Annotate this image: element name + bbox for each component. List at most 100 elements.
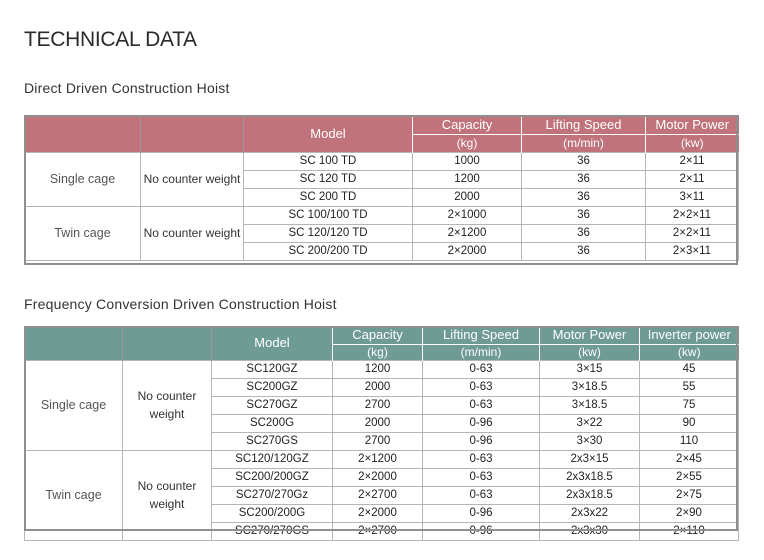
speed-cell: 36 xyxy=(521,187,646,207)
capacity-cell: 1200 xyxy=(412,169,522,189)
power-cell: 3×15 xyxy=(539,359,640,379)
power-cell: 2×3×11 xyxy=(645,241,739,261)
table-row: SC200/200GZ 2×2000 0-63 2x3x18.5 2×55 xyxy=(25,467,739,487)
power-cell: 2x3x18.5 xyxy=(539,467,640,487)
model-cell: SC 120/120 TD xyxy=(243,223,413,243)
table-row: Single cage No counter weight SC 100 TD … xyxy=(24,151,739,207)
header-motor-power: Motor Power xyxy=(645,115,739,134)
counter-weight-label: No counter weight xyxy=(140,151,244,207)
speed-cell: 0-96 xyxy=(422,521,540,541)
table-row: Single cage No counter weight SC120GZ 12… xyxy=(24,359,739,451)
capacity-cell: 2000 xyxy=(332,377,423,397)
capacity-cell: 2×2700 xyxy=(332,485,423,505)
inverter-cell: 55 xyxy=(639,377,739,397)
table-row: SC 120/120 TD 2×1200 36 2×2×11 xyxy=(25,223,739,243)
capacity-cell: 2×1000 xyxy=(412,205,522,225)
speed-cell: 0-63 xyxy=(422,377,540,397)
table-row: SC 200/200 TD 2×2000 36 2×3×11 xyxy=(25,241,739,261)
table-row: SC270GZ 2700 0-63 3×18.5 75 xyxy=(25,395,739,415)
table-row: SC200/200G 2×2000 0-96 2x3x22 2×90 xyxy=(25,503,739,523)
header-lifting-speed-unit: (m/min) xyxy=(422,343,540,360)
power-cell: 2×11 xyxy=(645,169,739,189)
model-cell: SC 100 TD xyxy=(243,151,413,171)
power-cell: 3×18.5 xyxy=(539,395,640,415)
model-cell: SC 120 TD xyxy=(243,169,413,189)
speed-cell: 36 xyxy=(521,205,646,225)
counter-weight-label: No counter weight xyxy=(122,359,212,451)
inverter-cell: 75 xyxy=(639,395,739,415)
speed-cell: 0-63 xyxy=(422,359,540,379)
table-row: SC270/270Gz 2×2700 0-63 2x3x18.5 2×75 xyxy=(25,485,739,505)
table-row: SC270/270GS 2×2700 0-96 2x3x30 2×110 xyxy=(25,521,739,541)
inverter-cell: 2×75 xyxy=(639,485,739,505)
header-blank-group xyxy=(24,115,141,152)
capacity-cell: 2000 xyxy=(412,187,522,207)
inverter-cell: 2×110 xyxy=(639,521,739,541)
speed-cell: 36 xyxy=(521,151,646,171)
power-cell: 3×30 xyxy=(539,431,640,451)
inverter-cell: 90 xyxy=(639,413,739,433)
header-blank-counterweight xyxy=(122,326,212,360)
speed-cell: 0-96 xyxy=(422,503,540,523)
inverter-cell: 2×55 xyxy=(639,467,739,487)
power-cell: 2×2×11 xyxy=(645,223,739,243)
capacity-cell: 1200 xyxy=(332,359,423,379)
counter-weight-label: No counter weight xyxy=(140,205,244,261)
table-row: Twin cage No counter weight SC 100/100 T… xyxy=(24,205,739,261)
power-cell: 2x3x18.5 xyxy=(539,485,640,505)
model-cell: SC200GZ xyxy=(211,377,333,397)
inverter-cell: 110 xyxy=(639,431,739,451)
capacity-cell: 2×2700 xyxy=(332,521,423,541)
header-model: Model xyxy=(211,326,333,360)
model-cell: SC120/120GZ xyxy=(211,449,333,469)
power-cell: 3×18.5 xyxy=(539,377,640,397)
frequency-conversion-title: Frequency Conversion Driven Construction… xyxy=(24,296,337,312)
inverter-cell: 45 xyxy=(639,359,739,379)
capacity-cell: 2×2000 xyxy=(412,241,522,261)
direct-driven-table: Model Capacity Lifting Speed Motor Power… xyxy=(24,115,739,261)
model-cell: SC120GZ xyxy=(211,359,333,379)
header-capacity: Capacity xyxy=(412,115,522,134)
group-label: Twin cage xyxy=(24,449,123,541)
speed-cell: 36 xyxy=(521,223,646,243)
header-model: Model xyxy=(243,115,413,152)
speed-cell: 0-63 xyxy=(422,449,540,469)
table-row: SC200G 2000 0-96 3×22 90 xyxy=(25,413,739,433)
header-blank-group xyxy=(24,326,123,360)
header-motor-power-unit: (kw) xyxy=(645,133,739,152)
header-lifting-speed: Lifting Speed xyxy=(521,115,646,134)
header-motor-power: Motor Power xyxy=(539,326,640,344)
frequency-conversion-table: Model Capacity Lifting Speed Motor Power… xyxy=(24,326,739,541)
capacity-cell: 1000 xyxy=(412,151,522,171)
model-cell: SC270GZ xyxy=(211,395,333,415)
model-cell: SC 100/100 TD xyxy=(243,205,413,225)
power-cell: 2×2×11 xyxy=(645,205,739,225)
header-lifting-speed-unit: (m/min) xyxy=(521,133,646,152)
capacity-cell: 2×2000 xyxy=(332,503,423,523)
speed-cell: 36 xyxy=(521,241,646,261)
inverter-cell: 2×90 xyxy=(639,503,739,523)
inverter-cell: 2×45 xyxy=(639,449,739,469)
table-row: SC270GS 2700 0-96 3×30 110 xyxy=(25,431,739,451)
capacity-cell: 2×2000 xyxy=(332,467,423,487)
speed-cell: 0-63 xyxy=(422,467,540,487)
table-row: SC 120 TD 1200 36 2×11 xyxy=(25,169,739,189)
group-label: Single cage xyxy=(24,151,141,207)
model-cell: SC270/270Gz xyxy=(211,485,333,505)
capacity-cell: 2×1200 xyxy=(332,449,423,469)
header-capacity: Capacity xyxy=(332,326,423,344)
capacity-cell: 2×1200 xyxy=(412,223,522,243)
power-cell: 3×11 xyxy=(645,187,739,207)
group-label: Twin cage xyxy=(24,205,141,261)
header-capacity-unit: (kg) xyxy=(332,343,423,360)
power-cell: 2x3x30 xyxy=(539,521,640,541)
speed-cell: 0-96 xyxy=(422,413,540,433)
direct-driven-title: Direct Driven Construction Hoist xyxy=(24,80,230,96)
table-row: SC200GZ 2000 0-63 3×18.5 55 xyxy=(25,377,739,397)
model-cell: SC 200/200 TD xyxy=(243,241,413,261)
power-cell: 2x3x22 xyxy=(539,503,640,523)
model-cell: SC200G xyxy=(211,413,333,433)
speed-cell: 36 xyxy=(521,169,646,189)
model-cell: SC270GS xyxy=(211,431,333,451)
header-capacity-unit: (kg) xyxy=(412,133,522,152)
